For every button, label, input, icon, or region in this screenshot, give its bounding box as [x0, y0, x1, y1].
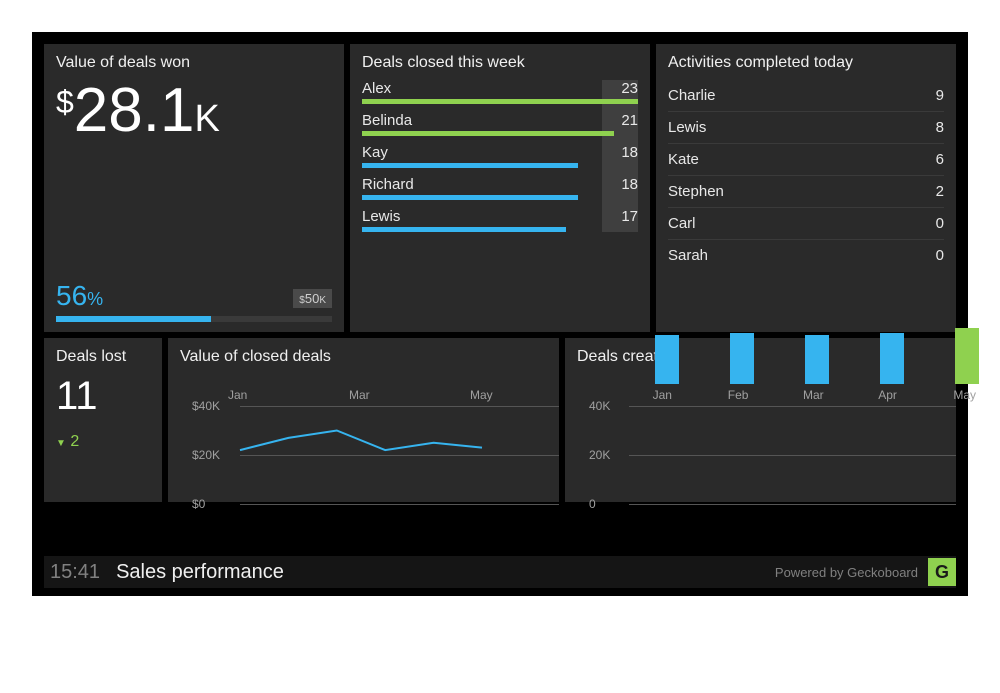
activity-value: 8	[936, 119, 944, 136]
deals-won-number: 28.1	[74, 76, 195, 145]
activity-name: Lewis	[668, 119, 706, 136]
y-axis-label: 20K	[589, 448, 610, 462]
x-axis-label: Apr	[878, 388, 897, 402]
card-value-deals-won: Value of deals won $28.1K 56% $50K	[44, 44, 344, 332]
x-axis-label: Jan	[228, 388, 247, 402]
gridline	[629, 455, 956, 456]
y-axis-label: 40K	[589, 399, 610, 413]
bar	[730, 333, 754, 384]
card-deals-created: Deals created 40K20K0JanFebMarAprMay	[565, 338, 956, 502]
x-axis-label: Mar	[349, 388, 370, 402]
deals-lost-delta: ▼ 2	[56, 433, 150, 451]
dashboard-grid: Value of deals won $28.1K 56% $50K Deals…	[44, 44, 956, 552]
progress-bar-track	[56, 316, 332, 322]
activity-value: 0	[936, 215, 944, 232]
dashboard-frame: Value of deals won $28.1K 56% $50K Deals…	[32, 32, 968, 596]
leaderboard-value: 21	[621, 112, 638, 129]
deals-lost-value: 11	[56, 374, 150, 419]
bar	[805, 335, 829, 384]
leaderboard-name: Alex	[362, 80, 391, 97]
progress-bar-fill	[56, 316, 211, 322]
leaderboard-bar	[362, 163, 578, 168]
bar	[955, 328, 979, 384]
leaderboard-name: Lewis	[362, 208, 400, 225]
progress-goal-badge: $50K	[293, 289, 332, 308]
card-title: Activities completed today	[668, 54, 944, 72]
x-axis-label: Mar	[803, 388, 824, 402]
card-title: Value of deals won	[56, 54, 332, 72]
leaderboard-value: 18	[621, 144, 638, 161]
footer-powered-by: Powered by Geckoboard	[775, 565, 918, 580]
gridline	[629, 504, 956, 505]
activity-value: 6	[936, 151, 944, 168]
activity-row: Kate 6	[668, 144, 944, 176]
leaderboard-name: Belinda	[362, 112, 412, 129]
activity-name: Sarah	[668, 247, 708, 264]
leaderboard-bar	[362, 131, 614, 136]
leaderboard-bar	[362, 227, 566, 232]
activity-row: Carl 0	[668, 208, 944, 240]
activity-value: 9	[936, 87, 944, 104]
activity-row: Lewis 8	[668, 112, 944, 144]
card-value-closed-deals: Value of closed deals $40K$20K$0JanMarMa…	[168, 338, 559, 502]
x-axis-label: May	[953, 388, 976, 402]
geckoboard-logo-icon: G	[928, 558, 956, 586]
bar	[880, 333, 904, 384]
gridline	[629, 406, 956, 407]
footer-time: 15:41	[50, 561, 100, 584]
line-chart-svg	[192, 402, 492, 522]
activity-row: Stephen 2	[668, 176, 944, 208]
leaderboard-row: Kay 18	[362, 144, 638, 168]
x-axis-label: Jan	[653, 388, 672, 402]
leaderboard-row: Lewis 17	[362, 208, 638, 232]
activity-value: 0	[936, 247, 944, 264]
caret-down-icon: ▼	[56, 438, 66, 449]
activity-value: 2	[936, 183, 944, 200]
leaderboard-list: Alex 23 Belinda 21 Kay 18 Richard 18 Lewis 17	[362, 80, 638, 232]
deals-won-unit: K	[194, 98, 219, 140]
dashboard-footer: 15:41 Sales performance Powered by Gecko…	[44, 556, 956, 588]
activity-name: Carl	[668, 215, 696, 232]
leaderboard-value: 18	[621, 176, 638, 193]
leaderboard-value: 17	[621, 208, 638, 225]
activity-name: Stephen	[668, 183, 724, 200]
activity-row: Charlie 9	[668, 80, 944, 112]
card-deals-lost: Deals lost 11 ▼ 2	[44, 338, 162, 502]
leaderboard-row: Alex 23	[362, 80, 638, 104]
bottom-row: Deals lost 11 ▼ 2 Value of closed deals …	[44, 338, 956, 502]
leaderboard-bar	[362, 195, 578, 200]
card-title: Value of closed deals	[180, 348, 547, 366]
y-axis-label: 0	[589, 497, 596, 511]
deals-won-value: $28.1K	[56, 80, 332, 142]
delta-value: 2	[70, 433, 79, 450]
x-axis-label: May	[470, 388, 493, 402]
leaderboard-bar	[362, 99, 638, 104]
leaderboard-row: Belinda 21	[362, 112, 638, 136]
leaderboard-name: Richard	[362, 176, 414, 193]
progress-section: 56% $50K	[56, 280, 332, 322]
activity-name: Kate	[668, 151, 699, 168]
leaderboard-name: Kay	[362, 144, 388, 161]
progress-percent: 56%	[56, 280, 103, 311]
footer-title: Sales performance	[116, 561, 284, 584]
activity-name: Charlie	[668, 87, 716, 104]
card-title: Deals closed this week	[362, 54, 638, 72]
card-title: Deals lost	[56, 348, 150, 366]
card-deals-closed: Deals closed this week Alex 23 Belinda 21 Ka…	[350, 44, 650, 332]
card-activities: Activities completed today Charlie 9 Lewis…	[656, 44, 956, 332]
leaderboard-value: 23	[621, 80, 638, 97]
activity-row: Sarah 0	[668, 240, 944, 271]
activities-list: Charlie 9 Lewis 8 Kate 6 Stephen 2 Carl 0 Sarah 0	[668, 80, 944, 271]
leaderboard-row: Richard 18	[362, 176, 638, 200]
bar	[655, 335, 679, 384]
x-axis-label: Feb	[728, 388, 749, 402]
currency-symbol: $	[56, 84, 74, 120]
